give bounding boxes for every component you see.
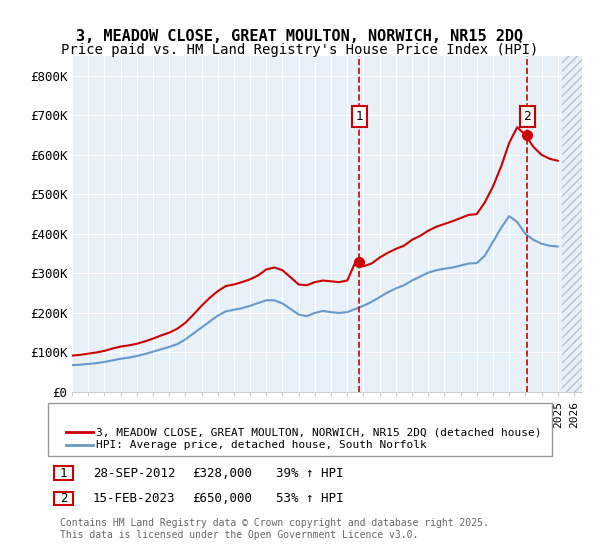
- Text: 15-FEB-2023: 15-FEB-2023: [93, 492, 176, 505]
- Text: Contains HM Land Registry data © Crown copyright and database right 2025.
This d: Contains HM Land Registry data © Crown c…: [60, 519, 489, 540]
- Text: £328,000: £328,000: [192, 466, 252, 480]
- Text: 3, MEADOW CLOSE, GREAT MOULTON, NORWICH, NR15 2DQ: 3, MEADOW CLOSE, GREAT MOULTON, NORWICH,…: [76, 29, 524, 44]
- Text: 1: 1: [60, 466, 67, 480]
- Text: HPI: Average price, detached house, South Norfolk: HPI: Average price, detached house, Sout…: [96, 440, 427, 450]
- Text: 3, MEADOW CLOSE, GREAT MOULTON, NORWICH, NR15 2DQ (detached house): 3, MEADOW CLOSE, GREAT MOULTON, NORWICH,…: [96, 427, 542, 437]
- Text: 39% ↑ HPI: 39% ↑ HPI: [276, 466, 343, 480]
- Text: 53% ↑ HPI: 53% ↑ HPI: [276, 492, 343, 505]
- Text: 28-SEP-2012: 28-SEP-2012: [93, 466, 176, 480]
- Text: 1: 1: [355, 110, 363, 123]
- Bar: [562, 56, 582, 392]
- Text: Price paid vs. HM Land Registry's House Price Index (HPI): Price paid vs. HM Land Registry's House …: [61, 44, 539, 58]
- Text: 2: 2: [60, 492, 67, 505]
- Text: 2: 2: [523, 110, 531, 123]
- Text: £650,000: £650,000: [192, 492, 252, 505]
